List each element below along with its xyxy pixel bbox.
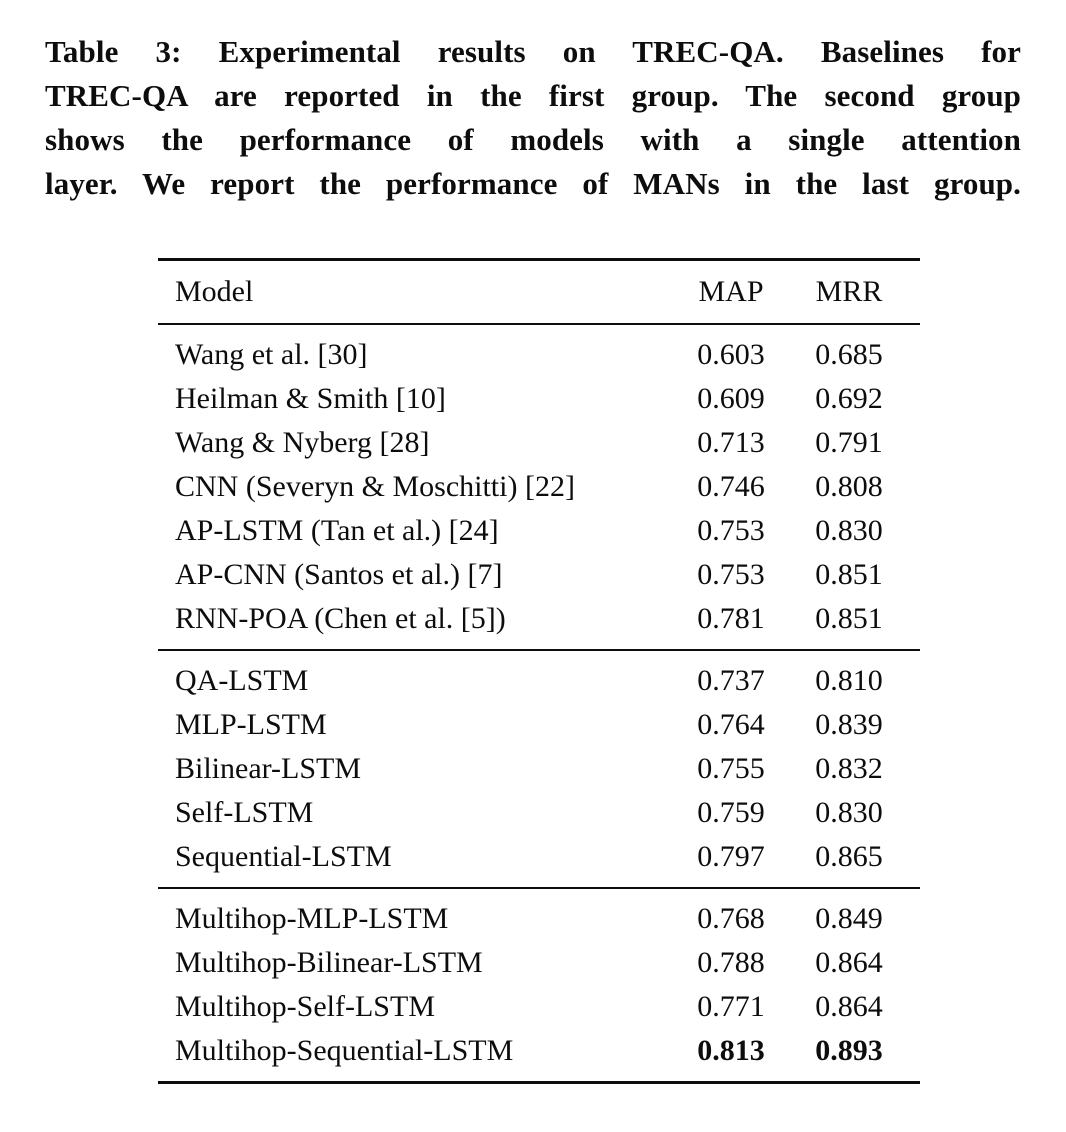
mrr-value: 0.865 bbox=[815, 840, 883, 873]
caption-line: layer. We report the performance of MANs… bbox=[45, 166, 1021, 201]
map-value: 0.746 bbox=[697, 470, 765, 503]
table-row: AP-LSTM (Tan et al.) [24] 0.753 0.830 bbox=[158, 509, 920, 553]
mrr-value: 0.849 bbox=[815, 902, 883, 935]
header-model: Model bbox=[175, 275, 254, 308]
mrr-value: 0.864 bbox=[815, 946, 883, 979]
mrr-value: 0.808 bbox=[815, 470, 883, 503]
map-value: 0.753 bbox=[697, 558, 765, 591]
mrr-value: 0.851 bbox=[815, 558, 883, 591]
map-value: 0.781 bbox=[697, 602, 765, 635]
model-name: Multihop-Self-LSTM bbox=[175, 990, 435, 1023]
map-value: 0.753 bbox=[697, 514, 765, 547]
table-row: CNN (Severyn & Moschitti) [22] 0.746 0.8… bbox=[158, 465, 920, 509]
table-row: Multihop-MLP-LSTM 0.768 0.849 bbox=[158, 897, 920, 941]
mrr-value: 0.830 bbox=[815, 514, 883, 547]
mrr-value: 0.810 bbox=[815, 664, 883, 697]
mrr-value: 0.864 bbox=[815, 990, 883, 1023]
map-value: 0.797 bbox=[697, 840, 765, 873]
model-name: MLP-LSTM bbox=[175, 708, 327, 741]
table-row: Heilman & Smith [10] 0.609 0.692 bbox=[158, 377, 920, 421]
model-name: Multihop-MLP-LSTM bbox=[175, 902, 449, 935]
mrr-value: 0.832 bbox=[815, 752, 883, 785]
map-value: 0.764 bbox=[697, 708, 765, 741]
table-group-baselines: Wang et al. [30] 0.603 0.685 Heilman & S… bbox=[158, 325, 920, 649]
model-name: Wang et al. [30] bbox=[175, 338, 368, 371]
map-value: 0.768 bbox=[697, 902, 765, 935]
model-name: Heilman & Smith [10] bbox=[175, 382, 446, 415]
table-row: Multihop-Self-LSTM 0.771 0.864 bbox=[158, 985, 920, 1029]
table-group-mans: Multihop-MLP-LSTM 0.768 0.849 Multihop-B… bbox=[158, 889, 920, 1081]
mrr-value: 0.893 bbox=[815, 1034, 883, 1067]
map-value: 0.755 bbox=[697, 752, 765, 785]
table-row: MLP-LSTM 0.764 0.839 bbox=[158, 703, 920, 747]
model-name: QA-LSTM bbox=[175, 664, 309, 697]
caption-line: TREC-QA are reported in the first group.… bbox=[45, 78, 1021, 113]
map-value: 0.813 bbox=[697, 1034, 765, 1067]
mrr-value: 0.851 bbox=[815, 602, 883, 635]
header-map: MAP bbox=[698, 275, 764, 308]
model-name: Self-LSTM bbox=[175, 796, 314, 829]
model-name: Multihop-Bilinear-LSTM bbox=[175, 946, 483, 979]
model-name: Sequential-LSTM bbox=[175, 840, 392, 873]
model-name: Bilinear-LSTM bbox=[175, 752, 362, 785]
table-row: AP-CNN (Santos et al.) [7] 0.753 0.851 bbox=[158, 553, 920, 597]
map-value: 0.609 bbox=[697, 382, 765, 415]
model-name: AP-LSTM (Tan et al.) [24] bbox=[175, 514, 499, 547]
mrr-value: 0.685 bbox=[815, 338, 883, 371]
header-divider-rule bbox=[158, 323, 920, 325]
table-top-rule bbox=[158, 258, 920, 261]
results-table: Model MAP MRR Wang et al. [30] 0.603 0.6… bbox=[158, 258, 920, 1084]
table-row: Wang et al. [30] 0.603 0.685 bbox=[158, 333, 920, 377]
header-mrr: MRR bbox=[815, 275, 883, 308]
map-value: 0.713 bbox=[697, 426, 765, 459]
table-group-single-attention: QA-LSTM 0.737 0.810 MLP-LSTM 0.764 0.839… bbox=[158, 651, 920, 887]
caption-line: Table 3: Experimental results on TREC-QA… bbox=[45, 34, 1021, 69]
mrr-value: 0.830 bbox=[815, 796, 883, 829]
table-row: Multihop-Bilinear-LSTM 0.788 0.864 bbox=[158, 941, 920, 985]
model-name: Multihop-Sequential-LSTM bbox=[175, 1034, 514, 1067]
mrr-value: 0.791 bbox=[815, 426, 883, 459]
map-value: 0.603 bbox=[697, 338, 765, 371]
table-row: Sequential-LSTM 0.797 0.865 bbox=[158, 835, 920, 879]
table-row: Self-LSTM 0.759 0.830 bbox=[158, 791, 920, 835]
mrr-value: 0.839 bbox=[815, 708, 883, 741]
group-divider-rule bbox=[158, 887, 920, 889]
table-row-best: Multihop-Sequential-LSTM 0.813 0.893 bbox=[158, 1029, 920, 1073]
table-row: QA-LSTM 0.737 0.810 bbox=[158, 659, 920, 703]
model-name: Wang & Nyberg [28] bbox=[175, 426, 430, 459]
table-row: RNN-POA (Chen et al. [5]) 0.781 0.851 bbox=[158, 597, 920, 641]
map-value: 0.759 bbox=[697, 796, 765, 829]
group-divider-rule bbox=[158, 649, 920, 651]
table-row: Wang & Nyberg [28] 0.713 0.791 bbox=[158, 421, 920, 465]
table-row: Bilinear-LSTM 0.755 0.832 bbox=[158, 747, 920, 791]
mrr-value: 0.692 bbox=[815, 382, 883, 415]
table-caption: Table 3: Experimental results on TREC-QA… bbox=[45, 30, 1021, 206]
map-value: 0.771 bbox=[697, 990, 765, 1023]
table-bottom-rule bbox=[158, 1081, 920, 1084]
map-value: 0.788 bbox=[697, 946, 765, 979]
model-name: AP-CNN (Santos et al.) [7] bbox=[175, 558, 503, 591]
caption-line: shows the performance of models with a s… bbox=[45, 122, 1021, 157]
model-name: RNN-POA (Chen et al. [5]) bbox=[175, 602, 506, 635]
table-header-row: Model MAP MRR bbox=[158, 261, 920, 323]
map-value: 0.737 bbox=[697, 664, 765, 697]
model-name: CNN (Severyn & Moschitti) [22] bbox=[175, 470, 575, 503]
